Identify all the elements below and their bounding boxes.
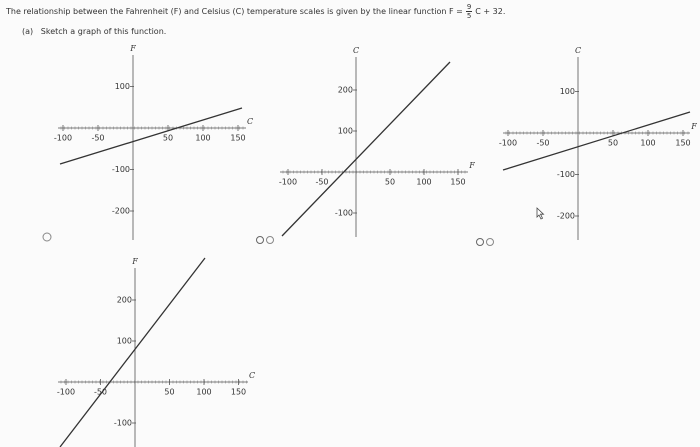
- vertical-axis-label: F: [131, 257, 138, 266]
- info-icon[interactable]: [256, 236, 264, 244]
- x-tick-label: -50: [91, 134, 104, 143]
- x-tick-label: -100: [499, 139, 517, 148]
- x-tick-label: 100: [640, 139, 655, 148]
- x-tick-label: -50: [94, 388, 107, 397]
- x-tick-label: 100: [195, 134, 210, 143]
- fraction: 9 5: [465, 3, 473, 20]
- y-tick-label: -100: [114, 419, 132, 428]
- y-tick-label: 100: [115, 82, 130, 91]
- x-tick-label: 100: [416, 178, 431, 187]
- info-icon[interactable]: [476, 238, 484, 246]
- denominator: 5: [466, 12, 472, 20]
- vertical-axis-label: F: [129, 44, 136, 53]
- graph-line: [59, 257, 206, 447]
- x-tick-label: 50: [385, 178, 395, 187]
- graph-line: [59, 107, 243, 165]
- vertical-axis-label: C: [353, 46, 359, 55]
- y-tick-label: 100: [117, 337, 132, 346]
- x-tick-label: -100: [57, 388, 75, 397]
- x-tick-label: -50: [315, 178, 328, 187]
- y-tick-label: 100: [338, 127, 353, 136]
- horizontal-axis-label: C: [247, 117, 253, 126]
- y-tick-label: -200: [557, 212, 575, 221]
- x-tick-label: 50: [608, 139, 618, 148]
- x-tick-label: -100: [54, 134, 72, 143]
- question-text: The relationship between the Fahrenheit …: [6, 7, 463, 16]
- radio-option[interactable]: [266, 236, 274, 244]
- question-text-end: C + 32.: [475, 7, 506, 16]
- y-tick-label: -100: [335, 209, 353, 218]
- question: The relationship between the Fahrenheit …: [6, 3, 505, 20]
- x-tick-label: 50: [164, 388, 174, 397]
- y-tick-label: -100: [557, 170, 575, 179]
- y-tick-label: 100: [560, 87, 575, 96]
- x-tick-label: 150: [230, 134, 245, 143]
- radio-option[interactable]: [42, 232, 52, 242]
- graph-line: [502, 111, 691, 171]
- y-tick-label: 200: [338, 86, 353, 95]
- part: (a) Sketch a graph of this function.: [22, 27, 166, 36]
- horizontal-axis-label: F: [690, 122, 697, 131]
- radio-option[interactable]: [486, 238, 494, 246]
- graph-line: [281, 61, 451, 237]
- x-tick-label: 150: [231, 388, 246, 397]
- numerator: 9: [465, 3, 473, 12]
- horizontal-axis-label: C: [249, 371, 255, 380]
- x-tick-label: -50: [536, 139, 549, 148]
- y-tick-label: -100: [112, 165, 130, 174]
- part-label: (a): [22, 27, 34, 36]
- x-tick-label: 150: [450, 178, 465, 187]
- y-tick-label: -200: [112, 207, 130, 216]
- horizontal-axis-label: F: [468, 161, 475, 170]
- x-tick-label: 150: [675, 139, 690, 148]
- vertical-axis-label: C: [575, 46, 581, 55]
- y-tick-label: 200: [117, 296, 132, 305]
- part-text: Sketch a graph of this function.: [40, 27, 167, 36]
- cursor: [536, 207, 545, 220]
- x-tick-label: 50: [163, 134, 173, 143]
- x-tick-label: -100: [279, 178, 297, 187]
- x-tick-label: 100: [196, 388, 211, 397]
